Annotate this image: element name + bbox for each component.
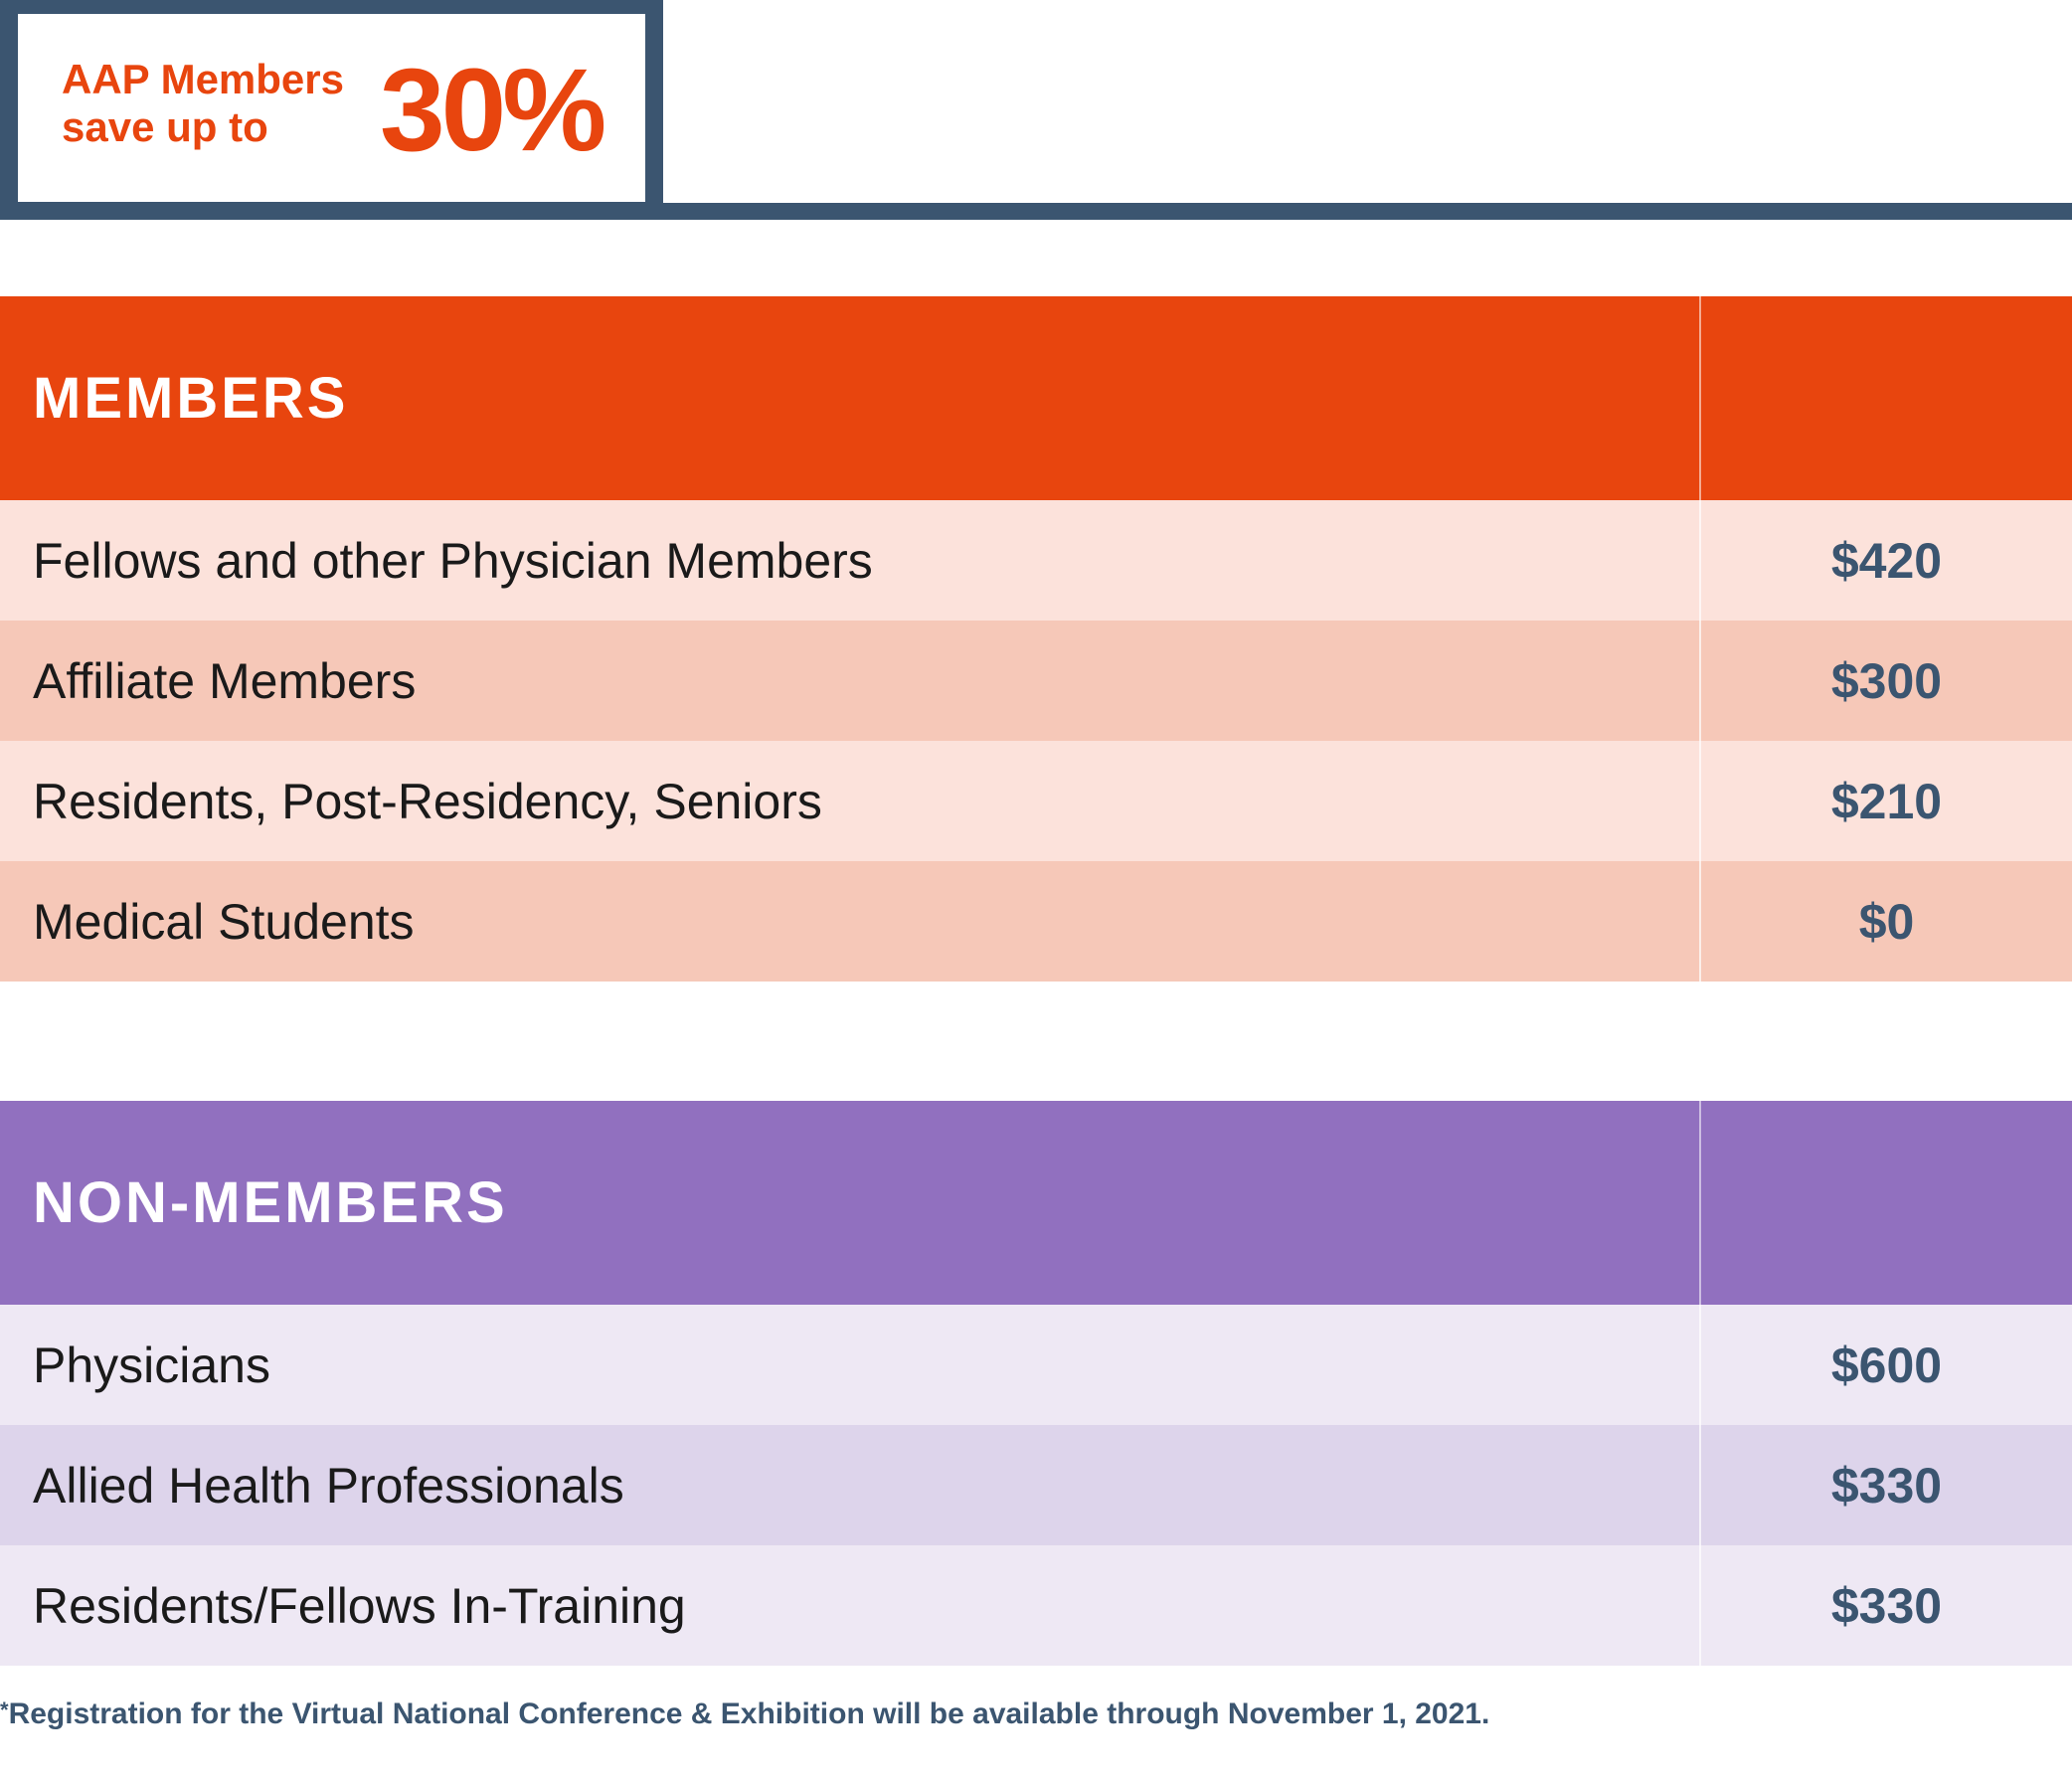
- promo-box: AAP Members save up to 30%: [0, 0, 663, 220]
- members-header: MEMBERS: [0, 296, 2072, 500]
- table-row: Medical Students $0: [0, 861, 2072, 982]
- table-row: Affiliate Members $300: [0, 621, 2072, 741]
- members-header-price-cell: [1701, 296, 2072, 500]
- promo-text: AAP Members save up to: [62, 56, 344, 151]
- row-label: Physicians: [0, 1305, 1701, 1425]
- footnote: *Registration for the Virtual National C…: [0, 1697, 1489, 1731]
- row-price: $600: [1830, 1337, 1943, 1393]
- nonmembers-header: NON-MEMBERS: [0, 1101, 2072, 1305]
- nonmembers-table: NON-MEMBERS Physicians $600 Allied Healt…: [0, 1101, 2072, 1666]
- nonmembers-header-price-cell: [1701, 1101, 2072, 1305]
- promo-line-2: save up to: [62, 103, 268, 150]
- row-label: Medical Students: [0, 861, 1701, 982]
- nonmembers-title: NON-MEMBERS: [0, 1101, 1701, 1305]
- row-label: Affiliate Members: [0, 621, 1701, 741]
- row-label: Residents, Post-Residency, Seniors: [0, 741, 1701, 861]
- row-price: $420: [1830, 532, 1943, 589]
- row-price: $330: [1830, 1457, 1943, 1514]
- row-label: Allied Health Professionals: [0, 1425, 1701, 1545]
- table-row: Residents/Fellows In-Training $330: [0, 1545, 2072, 1666]
- table-row: Fellows and other Physician Members $420: [0, 500, 2072, 621]
- row-label: Residents/Fellows In-Training: [0, 1545, 1701, 1666]
- members-title: MEMBERS: [0, 296, 1701, 500]
- row-price: $210: [1830, 773, 1943, 829]
- table-row: Physicians $600: [0, 1305, 2072, 1425]
- table-row: Residents, Post-Residency, Seniors $210: [0, 741, 2072, 861]
- promo-line-1: AAP Members: [62, 56, 344, 102]
- footnote-marker: *: [0, 1697, 9, 1722]
- footnote-text: Registration for the Virtual National Co…: [8, 1697, 1490, 1730]
- table-row: Allied Health Professionals $330: [0, 1425, 2072, 1545]
- row-price: $330: [1830, 1577, 1943, 1634]
- row-label: Fellows and other Physician Members: [0, 500, 1701, 621]
- members-table: MEMBERS Fellows and other Physician Memb…: [0, 296, 2072, 982]
- promo-percent: 30%: [380, 45, 606, 176]
- row-price: $0: [1858, 893, 1915, 950]
- row-price: $300: [1830, 652, 1943, 709]
